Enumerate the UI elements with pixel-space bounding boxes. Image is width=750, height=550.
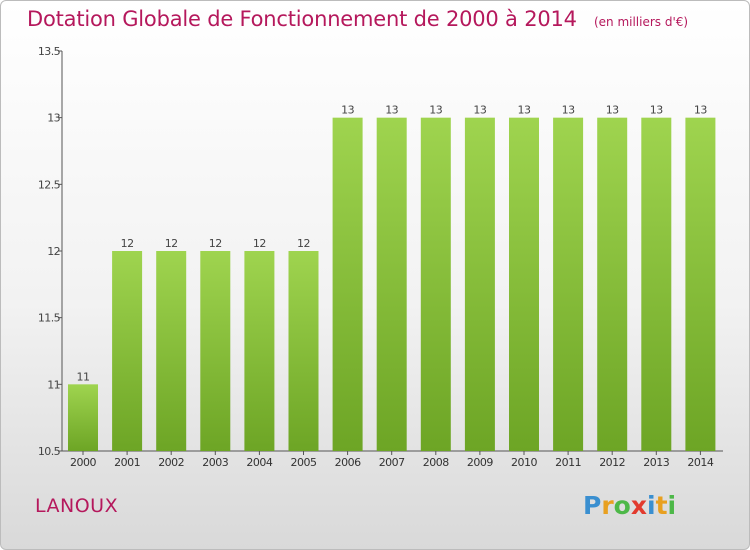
x-tick-label: 2009 [467, 456, 493, 469]
x-tick-label: 2013 [643, 456, 669, 469]
data-label: 12 [297, 237, 310, 250]
data-label: 13 [473, 104, 486, 117]
x-tick-label: 2001 [114, 456, 140, 469]
data-label: 11 [77, 370, 90, 383]
data-label: 12 [165, 237, 178, 250]
bar [200, 251, 231, 451]
y-tick-label: 11.5 [38, 312, 61, 325]
axes: 10.5 11 11.5 12 12.5 13 13.5 2000 2001 2002 2003 20… [38, 45, 723, 469]
data-label: 13 [562, 104, 575, 117]
data-label: 12 [209, 237, 222, 250]
y-tick-label: 12 [47, 245, 60, 258]
logo-letter: o [613, 491, 631, 520]
data-label: 13 [694, 104, 707, 117]
bar [376, 117, 407, 452]
bar [597, 117, 628, 452]
logo-letter: i [667, 491, 677, 520]
x-tick-label: 2014 [687, 456, 713, 469]
proxiti-logo: Proxiti [583, 491, 676, 520]
x-tick-label: 2005 [291, 456, 317, 469]
bar [509, 117, 539, 452]
bar [641, 117, 672, 452]
x-tick-label: 2008 [423, 456, 449, 469]
bar [332, 117, 363, 452]
x-tick-label: 2011 [555, 456, 581, 469]
data-label: 13 [429, 104, 442, 117]
bar [685, 117, 716, 452]
logo-letter: P [583, 491, 602, 520]
commune-name: LANOUX [35, 495, 119, 517]
bar [112, 251, 143, 451]
logo-letter: t [655, 491, 668, 520]
x-tick-label: 2000 [70, 456, 96, 469]
bar [68, 384, 98, 451]
bar [464, 117, 495, 452]
data-label: 13 [341, 104, 354, 117]
data-label: 12 [253, 237, 266, 250]
x-tick-label: 2010 [511, 456, 537, 469]
x-tick-label: 2012 [599, 456, 625, 469]
bar [420, 117, 451, 452]
data-label: 12 [121, 237, 134, 250]
logo-letter: i [647, 491, 656, 520]
bar [288, 251, 319, 451]
bars: 11 12 12 12 12 12 13 13 13 13 13 13 13 13 13 [68, 104, 716, 452]
data-label: 13 [650, 104, 663, 117]
x-tick-label: 2004 [246, 456, 272, 469]
logo-letter: r [601, 491, 614, 520]
y-tick-label: 11 [47, 378, 60, 391]
logo-letter: x [630, 491, 647, 520]
data-label: 13 [385, 104, 398, 117]
data-label: 13 [606, 104, 619, 117]
x-tick-label: 2003 [202, 456, 228, 469]
data-label: 13 [518, 104, 531, 117]
y-tick-label: 13 [47, 112, 60, 125]
x-tick-label: 2007 [379, 456, 405, 469]
y-tick-label: 10.5 [38, 445, 61, 458]
chart-unit: (en milliers d'€) [593, 15, 689, 29]
y-tick-label: 13.5 [38, 45, 61, 58]
x-tick-label: 2002 [158, 456, 184, 469]
chart-title: Dotation Globale de Fonctionnement de 20… [27, 7, 577, 31]
bar [156, 251, 187, 451]
x-tick-label: 2006 [335, 456, 361, 469]
bar [244, 251, 275, 451]
title-row: Dotation Globale de Fonctionnement de 20… [27, 7, 688, 31]
y-tick-label: 12.5 [38, 178, 61, 191]
bar [553, 117, 584, 452]
